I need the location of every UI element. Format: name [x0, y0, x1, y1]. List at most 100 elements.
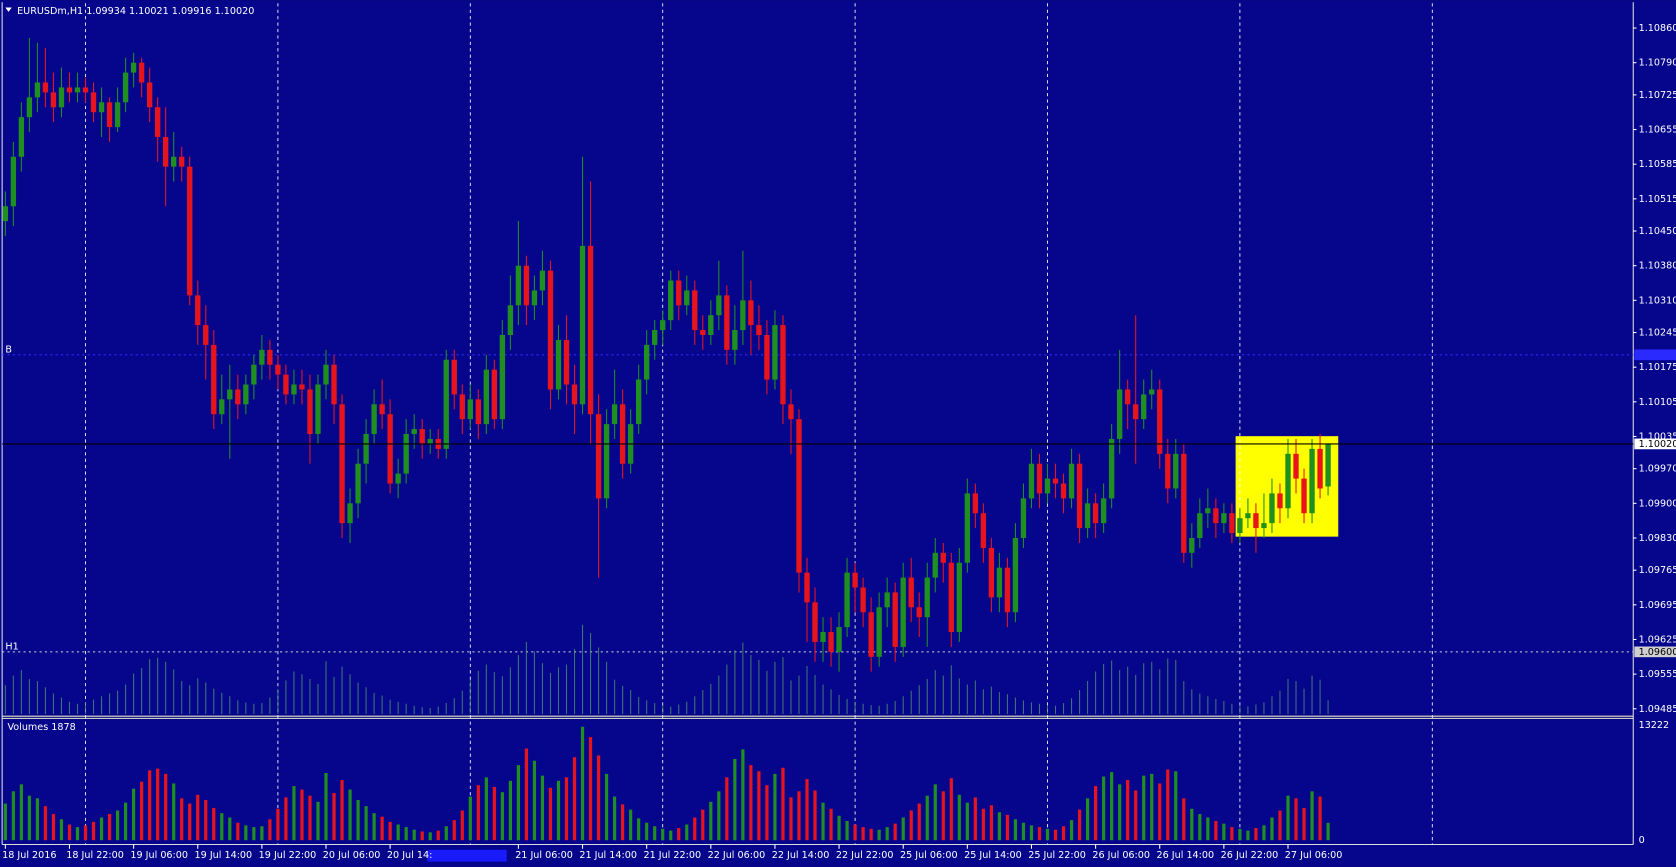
- candle-body: [195, 295, 201, 326]
- candle-body: [1317, 448, 1323, 489]
- candle-body: [211, 344, 217, 415]
- x-tick-label: 25 Jul 14:00: [964, 850, 1022, 861]
- candle-body: [171, 156, 177, 167]
- candle-body: [804, 572, 810, 603]
- candle-body: [451, 359, 457, 395]
- candle-body: [619, 404, 626, 464]
- candle-body: [419, 429, 425, 444]
- level-name: B: [5, 344, 12, 355]
- candle-body: [788, 404, 794, 420]
- candle-body: [884, 592, 890, 608]
- candle-body: [1124, 389, 1131, 405]
- candle-body: [179, 156, 185, 167]
- y-tick-label: 1.09695: [1639, 600, 1676, 611]
- candle-body: [796, 419, 802, 573]
- x-tick-label: 22 Jul 14:00: [772, 850, 830, 861]
- candle-body: [836, 627, 842, 652]
- y-tick-label: 1.10860: [1639, 23, 1676, 34]
- volume-title: Volumes 1878: [7, 722, 75, 733]
- candle-body: [780, 325, 786, 405]
- candle-body: [1157, 389, 1163, 454]
- volume-tick-label: 0: [1639, 835, 1645, 846]
- candle-body: [587, 245, 594, 415]
- candle-body: [972, 493, 979, 514]
- x-tick-label: 25 Jul 06:00: [900, 850, 958, 861]
- candle-body: [499, 334, 506, 420]
- candle-body: [1309, 448, 1315, 514]
- candle-body: [483, 369, 490, 425]
- candle-body: [1044, 478, 1051, 494]
- candle-body: [740, 300, 746, 331]
- candle-body: [996, 567, 1003, 598]
- candle-body: [475, 399, 481, 425]
- candle-body: [154, 107, 161, 137]
- candle-body: [323, 364, 329, 385]
- candle-body: [395, 473, 401, 484]
- candle-body: [379, 404, 385, 415]
- candle-body: [267, 349, 273, 365]
- candle-body: [363, 434, 369, 464]
- candle-body: [1036, 463, 1043, 494]
- candle-body: [1068, 463, 1075, 499]
- candle-body: [732, 330, 738, 350]
- candle-body: [34, 82, 41, 98]
- candle-body: [42, 82, 49, 93]
- candle-body: [1253, 513, 1259, 529]
- candle-body: [1012, 537, 1019, 613]
- candle-body: [724, 295, 730, 350]
- x-tick-label: 22 Jul 06:00: [708, 850, 766, 861]
- candle-body: [291, 384, 297, 395]
- y-tick-label: 1.10515: [1639, 194, 1676, 205]
- candle-body: [98, 102, 105, 113]
- candle-body: [756, 325, 762, 335]
- x-tick-label: 26 Jul 22:00: [1221, 850, 1279, 861]
- candle-body: [355, 463, 361, 504]
- candle-body: [411, 429, 417, 435]
- x-tick-label: 19 Jul 22:00: [259, 850, 317, 861]
- candle-body: [106, 102, 113, 128]
- candle-body: [692, 290, 698, 331]
- candle-body: [427, 438, 433, 444]
- level-label: 1.09600: [1639, 647, 1676, 658]
- candle-body: [307, 389, 313, 435]
- candle-body: [772, 325, 778, 380]
- candle-body: [660, 320, 666, 331]
- candle-body: [50, 92, 57, 108]
- x-tick-label: 19 Jul 06:00: [130, 850, 188, 861]
- candle-body: [331, 364, 337, 405]
- candle-body: [1004, 567, 1011, 613]
- candle-body: [138, 62, 145, 83]
- candle-body: [852, 572, 858, 588]
- candle-body: [235, 389, 241, 405]
- y-tick-label: 1.09625: [1639, 634, 1676, 645]
- candle-body: [595, 414, 602, 499]
- candle-body: [676, 280, 682, 306]
- candle-body: [275, 364, 281, 375]
- candle-body: [339, 404, 345, 524]
- candle-body: [1221, 513, 1227, 524]
- level-name: H1: [5, 642, 18, 653]
- candle-body: [1325, 443, 1331, 487]
- candle-body: [443, 359, 449, 449]
- candle-body: [1020, 498, 1027, 538]
- candle-body: [860, 587, 866, 613]
- candle-body: [876, 607, 882, 657]
- x-tick-label: 25 Jul 22:00: [1028, 850, 1086, 861]
- x-tick-label: 19 Jul 14:00: [195, 850, 253, 861]
- y-tick-label: 1.10450: [1639, 226, 1676, 237]
- candle-body: [1108, 438, 1115, 499]
- x-tick-label: 20 Jul 06:00: [323, 850, 381, 861]
- candle-body: [1269, 493, 1275, 524]
- candle-body: [748, 300, 754, 326]
- candle-body: [523, 265, 530, 306]
- candle-body: [643, 344, 650, 380]
- candle-body: [980, 513, 987, 548]
- candle-body: [507, 305, 514, 335]
- y-tick-label: 1.09900: [1639, 498, 1676, 509]
- candle-body: [347, 503, 353, 524]
- candle-body: [114, 102, 121, 128]
- x-tick-label: 26 Jul 14:00: [1157, 850, 1215, 861]
- level-marker: [1634, 646, 1676, 658]
- candle-body: [1189, 537, 1195, 553]
